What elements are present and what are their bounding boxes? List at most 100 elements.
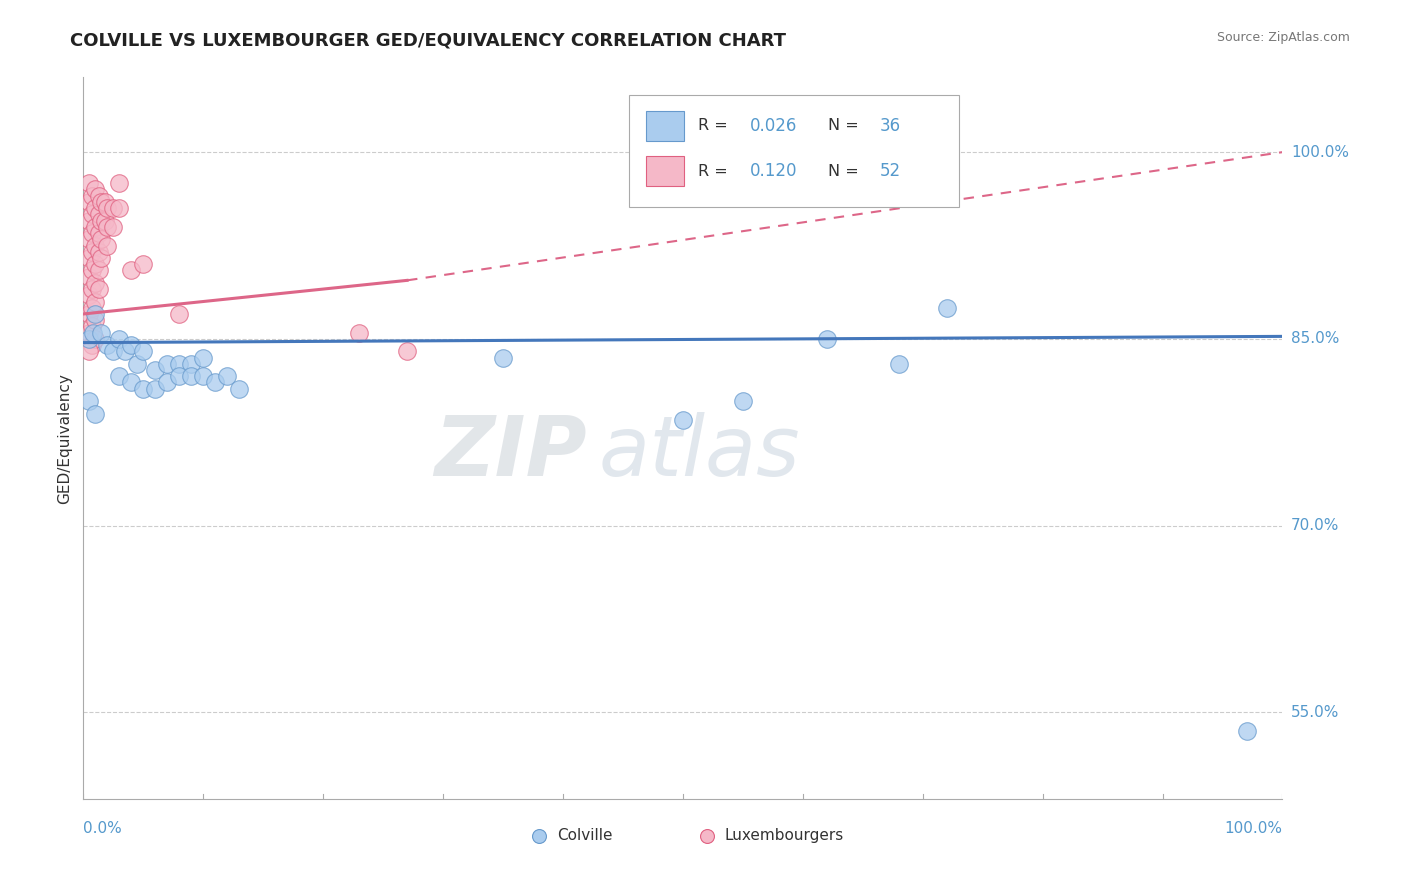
Point <box>132 257 155 271</box>
Point <box>132 382 155 396</box>
Point <box>492 351 515 365</box>
Point <box>108 332 131 346</box>
Point <box>114 344 136 359</box>
Point <box>90 232 112 246</box>
Point <box>193 369 215 384</box>
Point <box>156 357 179 371</box>
Point <box>84 313 107 327</box>
Text: 0.0%: 0.0% <box>83 822 122 836</box>
Text: ZIP: ZIP <box>434 412 586 493</box>
Point <box>79 394 101 409</box>
FancyBboxPatch shape <box>645 111 685 141</box>
Point <box>84 294 107 309</box>
Point <box>80 226 103 240</box>
Text: R =: R = <box>699 119 734 133</box>
Point <box>96 219 118 234</box>
Point <box>87 207 110 221</box>
Text: 55.0%: 55.0% <box>1291 705 1339 720</box>
Point <box>347 326 370 340</box>
Point <box>96 201 118 215</box>
Point <box>120 376 142 390</box>
Text: Source: ZipAtlas.com: Source: ZipAtlas.com <box>1216 31 1350 45</box>
Point <box>87 282 110 296</box>
Point <box>90 251 112 265</box>
FancyBboxPatch shape <box>628 95 959 208</box>
Point <box>132 344 155 359</box>
Point <box>79 213 101 227</box>
Point <box>84 219 107 234</box>
Text: 100.0%: 100.0% <box>1291 145 1348 160</box>
Point <box>79 251 101 265</box>
Text: 0.026: 0.026 <box>749 117 797 135</box>
Point <box>80 207 103 221</box>
Point <box>1236 724 1258 739</box>
Point <box>84 182 107 196</box>
Point <box>80 188 103 202</box>
Point <box>79 307 101 321</box>
Point <box>120 263 142 277</box>
Point <box>90 194 112 209</box>
Point <box>167 369 190 384</box>
Point <box>90 213 112 227</box>
Point <box>396 344 419 359</box>
Point <box>79 176 101 190</box>
Point <box>84 201 107 215</box>
Point <box>79 269 101 284</box>
Text: N =: N = <box>828 119 863 133</box>
Point <box>217 369 239 384</box>
Point <box>80 338 103 352</box>
Point <box>103 201 125 215</box>
Point <box>143 382 166 396</box>
Point <box>79 332 101 346</box>
Point <box>193 351 215 365</box>
Point <box>120 338 142 352</box>
Text: Luxembourgers: Luxembourgers <box>725 828 844 843</box>
Point <box>96 338 118 352</box>
Y-axis label: GED/Equivalency: GED/Equivalency <box>58 373 72 504</box>
Text: atlas: atlas <box>599 412 800 493</box>
Text: COLVILLE VS LUXEMBOURGER GED/EQUIVALENCY CORRELATION CHART: COLVILLE VS LUXEMBOURGER GED/EQUIVALENCY… <box>70 31 786 49</box>
Point <box>80 263 103 277</box>
Point <box>103 219 125 234</box>
Point <box>815 332 838 346</box>
Point <box>84 238 107 252</box>
Text: 36: 36 <box>880 117 901 135</box>
Point <box>731 394 754 409</box>
Point <box>108 176 131 190</box>
Point <box>80 301 103 315</box>
Point <box>167 307 190 321</box>
Point <box>94 213 117 227</box>
Point <box>935 301 957 315</box>
Point <box>96 238 118 252</box>
Point <box>87 226 110 240</box>
Text: R =: R = <box>699 164 734 178</box>
Point <box>672 413 695 427</box>
Point <box>90 326 112 340</box>
Point <box>87 263 110 277</box>
Text: 85.0%: 85.0% <box>1291 331 1339 346</box>
Point <box>79 344 101 359</box>
Point <box>108 369 131 384</box>
Point <box>103 344 125 359</box>
Point <box>84 276 107 290</box>
Point <box>127 357 149 371</box>
Point <box>80 244 103 259</box>
Point <box>82 326 104 340</box>
Point <box>156 376 179 390</box>
Text: 70.0%: 70.0% <box>1291 518 1339 533</box>
Point <box>87 188 110 202</box>
Point <box>180 357 202 371</box>
Text: 52: 52 <box>880 162 901 180</box>
Point <box>887 357 910 371</box>
Point <box>167 357 190 371</box>
Point <box>228 382 250 396</box>
Point <box>108 201 131 215</box>
Point <box>80 282 103 296</box>
Point <box>79 194 101 209</box>
Point <box>79 232 101 246</box>
Point <box>84 332 107 346</box>
FancyBboxPatch shape <box>645 156 685 186</box>
Text: 0.120: 0.120 <box>749 162 797 180</box>
Point <box>204 376 226 390</box>
Text: Colville: Colville <box>557 828 613 843</box>
